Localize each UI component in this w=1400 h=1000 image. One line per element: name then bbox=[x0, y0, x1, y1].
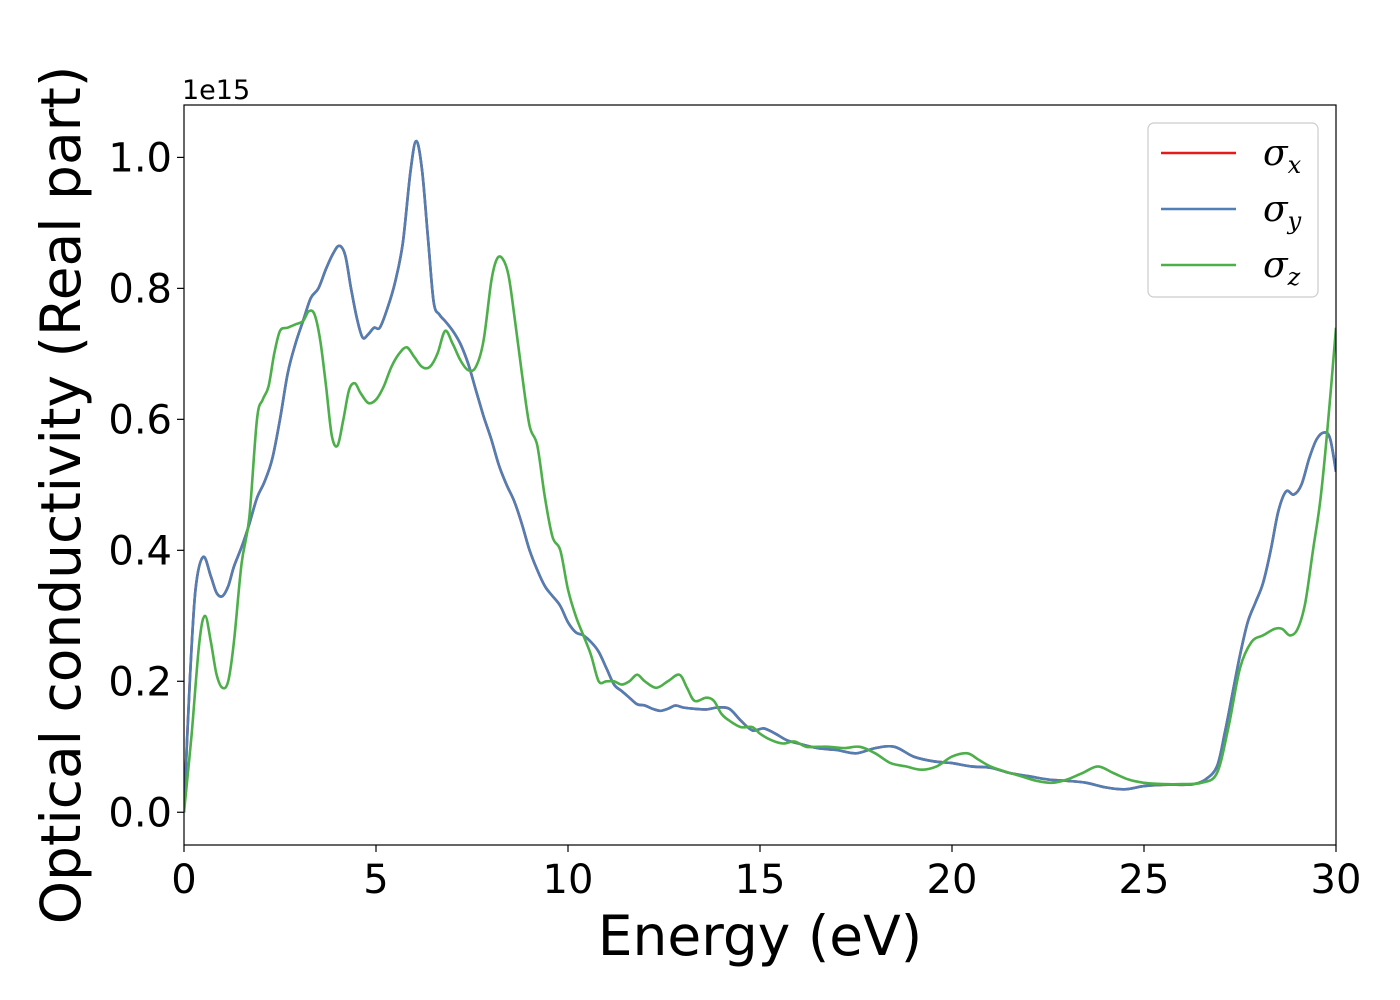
legend-label-sigma-y: σy bbox=[1263, 189, 1302, 235]
series-layer bbox=[184, 139, 1336, 813]
y-tick-label: 0.8 bbox=[108, 266, 172, 312]
legend-label-sigma-z: σz bbox=[1263, 245, 1301, 291]
x-axis-label: Energy (eV) bbox=[598, 904, 922, 968]
y-tick-label: 1.0 bbox=[108, 135, 172, 181]
x-tick-label: 5 bbox=[363, 857, 388, 903]
x-axis: 0 5 10 15 20 25 30 bbox=[171, 845, 1361, 903]
x-tick-label: 15 bbox=[735, 857, 786, 903]
y-offset-label: 1e15 bbox=[182, 75, 250, 106]
legend: σx σy σz bbox=[1147, 122, 1319, 298]
y-tick-label: 0.2 bbox=[108, 659, 172, 705]
x-tick-label: 25 bbox=[1119, 857, 1170, 903]
y-tick-label: 0.4 bbox=[108, 528, 172, 574]
y-tick-label: 0.0 bbox=[108, 790, 172, 836]
y-tick-label: 0.6 bbox=[108, 397, 172, 443]
y-axis: 0.0 0.2 0.4 0.6 0.8 1.0 bbox=[108, 135, 184, 836]
legend-label-sigma-x: σx bbox=[1263, 133, 1302, 179]
series-line-sigma-z bbox=[184, 255, 1336, 813]
y-axis-label: Optical conductivity (Real part) bbox=[29, 66, 93, 925]
x-tick-label: 0 bbox=[171, 857, 196, 903]
x-tick-label: 20 bbox=[927, 857, 978, 903]
x-tick-label: 30 bbox=[1311, 857, 1362, 903]
x-tick-label: 10 bbox=[543, 857, 594, 903]
